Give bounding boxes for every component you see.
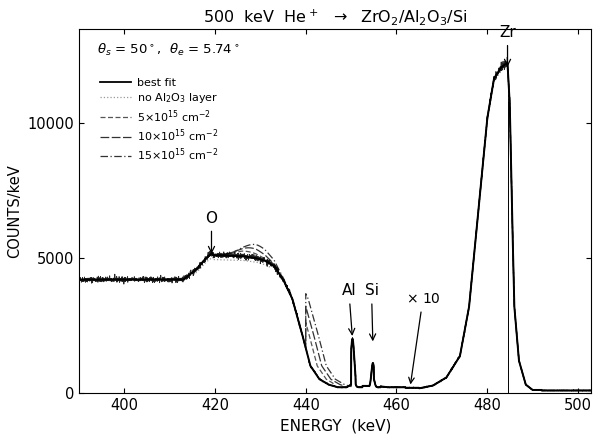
Text: O: O [205, 211, 217, 253]
Text: Al: Al [341, 283, 356, 335]
Text: $\times$ 10: $\times$ 10 [406, 293, 440, 383]
X-axis label: ENERGY  (keV): ENERGY (keV) [280, 418, 391, 433]
Y-axis label: COUNTS/keV: COUNTS/keV [7, 164, 22, 258]
Text: Zr: Zr [499, 25, 516, 66]
Legend: best fit, no Al$_2$O$_3$ layer, 5$\times$10$^{15}$ cm$^{-2}$, 10$\times$10$^{15}: best fit, no Al$_2$O$_3$ layer, 5$\times… [100, 78, 218, 163]
Title: 500  keV  He$^+$  $\rightarrow$  ZrO$_2$/Al$_2$O$_3$/Si: 500 keV He$^+$ $\rightarrow$ ZrO$_2$/Al$… [203, 7, 467, 27]
Text: Si: Si [365, 283, 379, 340]
Text: $\theta_s$ = 50$^\circ$,  $\theta_e$ = 5.74$^\circ$: $\theta_s$ = 50$^\circ$, $\theta_e$ = 5.… [97, 42, 240, 58]
